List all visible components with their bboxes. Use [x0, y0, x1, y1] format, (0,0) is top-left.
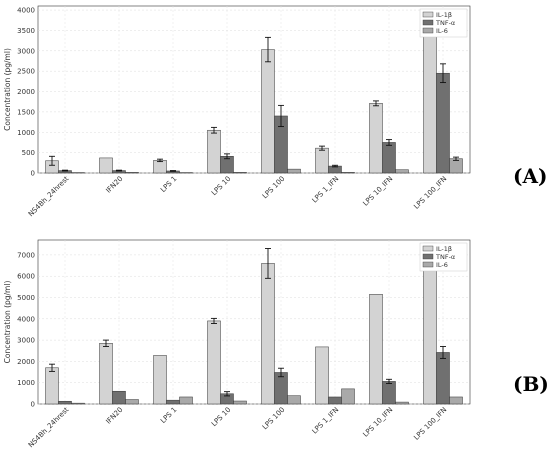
- bar: [382, 142, 396, 174]
- y-tick-label: 500: [22, 149, 35, 157]
- bar: [328, 396, 342, 405]
- y-tick-label: 1000: [17, 129, 35, 137]
- bar: [99, 343, 113, 405]
- bar: [341, 388, 355, 405]
- y-tick-label: 5000: [17, 294, 35, 302]
- y-axis-label: Concentration (pg/ml): [3, 281, 12, 364]
- legend-swatch: [422, 261, 434, 268]
- bar: [274, 372, 288, 405]
- x-tick-label: IFN20: [104, 406, 124, 426]
- x-tick-label: IFN20: [104, 175, 124, 195]
- bar: [287, 395, 301, 405]
- y-tick-label: 1500: [17, 108, 35, 116]
- x-tick-label: NS4Bh_24hrest: [27, 175, 71, 219]
- bar: [449, 158, 463, 174]
- bar: [45, 367, 59, 405]
- bar: [207, 129, 221, 174]
- bar: [261, 49, 275, 174]
- plot-area: [37, 5, 471, 174]
- y-tick-label: 0: [31, 401, 35, 409]
- x-tick-label: LPS 100_IFN: [412, 406, 448, 442]
- x-tick-label: LPS 1: [159, 175, 178, 194]
- y-tick-label: 3500: [17, 27, 35, 35]
- bar: [207, 320, 221, 405]
- y-tick-label: 3000: [17, 47, 35, 55]
- bar: [125, 172, 139, 174]
- x-tick-label: LPS 10_IFN: [362, 406, 395, 439]
- bar: [125, 399, 139, 405]
- y-tick-label: 4000: [17, 315, 35, 323]
- bar: [341, 172, 355, 174]
- x-tick-label: NS4Bh_24hrest: [27, 406, 71, 450]
- legend-label: IL-6: [436, 27, 448, 35]
- bar: [315, 346, 329, 405]
- bar: [382, 381, 396, 405]
- legend-swatch: [422, 11, 434, 18]
- x-tick-label: LPS 10: [210, 175, 232, 197]
- x-tick-label: LPS 100: [261, 406, 287, 432]
- x-tick-label: LPS 100_IFN: [412, 175, 448, 211]
- legend-label: IL-6: [436, 261, 448, 269]
- x-tick-label: LPS 100: [261, 175, 287, 201]
- legend-swatch: [422, 19, 434, 26]
- bar: [153, 160, 167, 174]
- y-tick-label: 1000: [17, 379, 35, 387]
- legend-swatch: [422, 253, 434, 260]
- x-tick-label: LPS 1_IFN: [311, 406, 341, 436]
- bar: [233, 400, 247, 405]
- bar: [58, 400, 72, 405]
- bar: [153, 355, 167, 405]
- y-tick-label: 2000: [17, 358, 35, 366]
- y-tick-label: 4000: [17, 7, 35, 15]
- bar: [287, 168, 301, 174]
- legend-label: TNF-α: [435, 19, 455, 27]
- bar: [179, 396, 193, 405]
- legend-label: IL-1β: [436, 245, 452, 253]
- chart-panel-2: 0 1000 2000 3000 4000 5000 6000 7000 NS4Bh_24hre…: [3, 239, 549, 450]
- bar: [99, 157, 113, 174]
- y-axis-label: Concentration (pg/ml): [3, 48, 12, 131]
- y-tick-label: 3000: [17, 337, 35, 345]
- panel-label: (A): [513, 164, 547, 188]
- bar: [395, 169, 409, 174]
- panel-label: (B): [513, 372, 549, 396]
- bar: [166, 399, 180, 405]
- bar: [395, 401, 409, 405]
- bar: [315, 147, 329, 174]
- bar: [71, 402, 85, 405]
- bar: [423, 15, 437, 174]
- x-tick-label: LPS 1: [159, 406, 178, 425]
- bar: [112, 390, 126, 405]
- x-tick-label: LPS 10: [210, 406, 232, 428]
- bar: [436, 352, 450, 405]
- bar: [436, 72, 450, 174]
- bar: [449, 396, 463, 405]
- x-tick-label: LPS 1_IFN: [311, 175, 341, 205]
- legend-label: TNF-α: [435, 253, 455, 261]
- bar: [369, 103, 383, 174]
- x-tick-label: LPS 10_IFN: [362, 175, 395, 208]
- bar: [261, 263, 275, 405]
- legend-swatch: [422, 27, 434, 34]
- y-tick-label: 2000: [17, 88, 35, 96]
- y-tick-label: 0: [31, 170, 35, 178]
- chart-panel-1: 0 500 1000 1500 2000 2500 3000 3500 4000 NS4Bh_24…: [3, 5, 547, 219]
- legend-label: IL-1β: [436, 11, 452, 19]
- bar: [369, 294, 383, 405]
- legend-swatch: [422, 245, 434, 252]
- y-tick-label: 2500: [17, 68, 35, 76]
- y-tick-label: 7000: [17, 251, 35, 259]
- y-tick-label: 6000: [17, 273, 35, 281]
- bar: [233, 172, 247, 174]
